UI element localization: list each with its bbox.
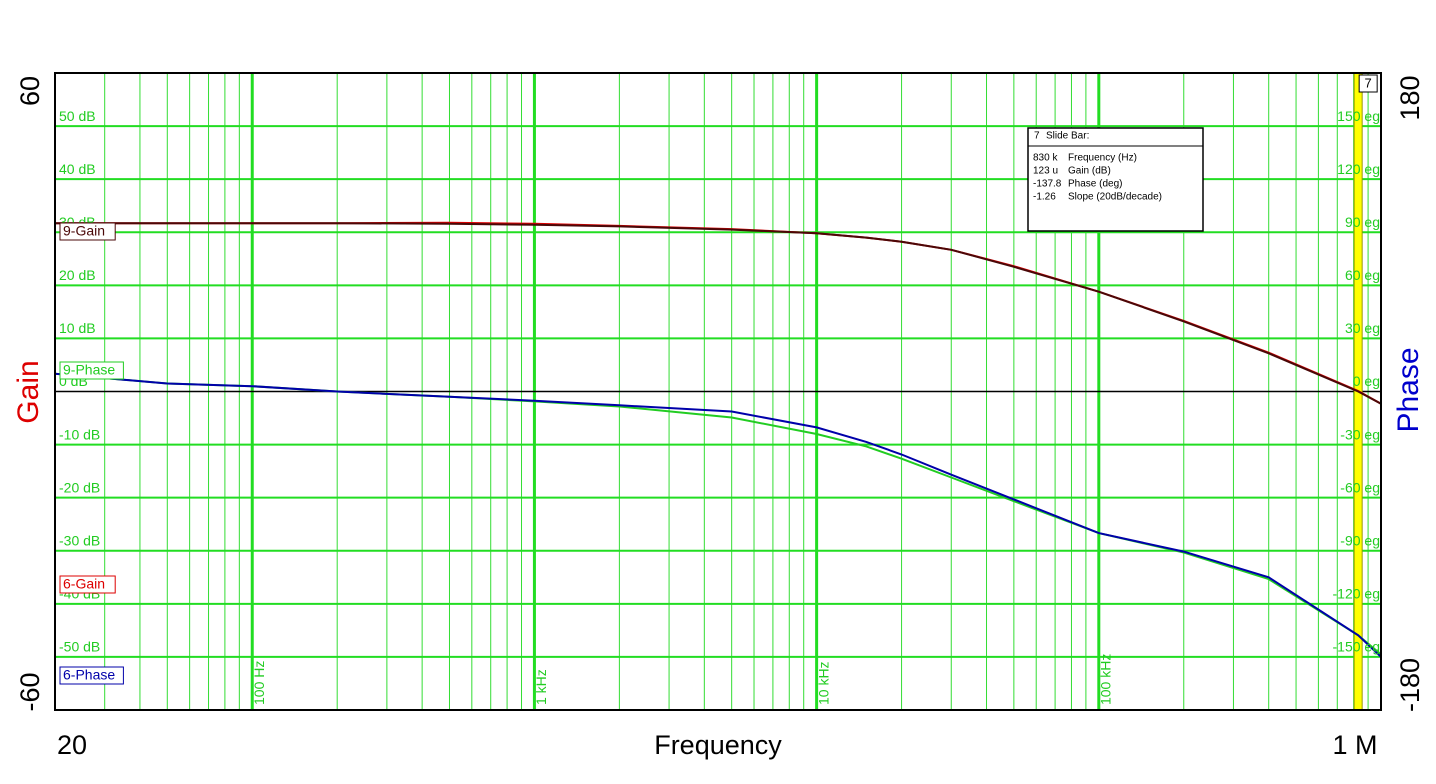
- readout-value: -137.8: [1033, 179, 1062, 190]
- y-tick-label: -50 dB: [59, 639, 100, 655]
- y2-tick-label: 150 eg: [1337, 108, 1380, 124]
- y2-tick-label: 90 eg: [1345, 214, 1380, 230]
- y2-axis-title: Phase: [1392, 347, 1425, 432]
- y2-tick-label: -180: [1395, 658, 1425, 712]
- legend-box: [59, 222, 116, 241]
- y-tick-label: -10 dB: [59, 426, 100, 442]
- grid: [55, 73, 1381, 710]
- series-line: [54, 372, 1382, 658]
- readout-name: Gain (dB): [1068, 166, 1111, 177]
- curves: [54, 72, 1382, 711]
- legend-label: 6-Phase: [63, 667, 115, 683]
- readout-title: Slide Bar:: [1046, 131, 1089, 142]
- cursor-tag: [1358, 74, 1378, 93]
- y2-tick-label: -90 eg: [1340, 532, 1380, 548]
- readout-value: 123 u: [1033, 166, 1058, 177]
- x-tick-label: 100 kHz: [1098, 654, 1114, 705]
- x-tick-label: 1 kHz: [533, 669, 549, 705]
- y-tick-label: 10 dB: [59, 320, 96, 336]
- legend-box: [59, 361, 124, 380]
- y-tick-label: -20 dB: [59, 479, 100, 495]
- y-tick-label: 20 dB: [59, 267, 96, 283]
- y-tick-label: 60: [15, 76, 45, 106]
- y-tick-label: -60: [15, 672, 45, 711]
- legend-label: 9-Phase: [63, 362, 115, 378]
- readout-value: -1.26: [1033, 192, 1056, 203]
- series-line: [55, 222, 1382, 405]
- legend-box: [59, 575, 116, 594]
- readout-name: Slope (20dB/decade): [1068, 192, 1162, 203]
- x-tick-label: 20: [57, 730, 87, 760]
- x-tick-label: 1 M: [1332, 730, 1377, 760]
- x-tick-label: 10 kHz: [815, 661, 831, 705]
- y2-tick-label: -150 eg: [1333, 639, 1380, 655]
- y2-tick-label: 0 eg: [1353, 373, 1380, 389]
- plot-border: [54, 72, 1382, 711]
- y2-tick-label: 120 eg: [1337, 161, 1380, 177]
- x-axis-title: Frequency: [654, 730, 782, 760]
- readout-box: [1027, 127, 1204, 232]
- legend-label: 6-Gain: [63, 576, 105, 592]
- readout-value: 830 k: [1033, 153, 1058, 164]
- y2-tick-label: -60 eg: [1340, 479, 1380, 495]
- y-tick-label: 50 dB: [59, 108, 96, 124]
- readout-name: Phase (deg): [1068, 179, 1122, 190]
- cursor-label: 7: [1365, 75, 1372, 90]
- readout-name: Frequency (Hz): [1068, 153, 1137, 164]
- x-tick-label: 100 Hz: [251, 661, 267, 705]
- readout-id: 7: [1034, 131, 1040, 142]
- y2-tick-label: 30 eg: [1345, 320, 1380, 336]
- y2-tick-label: 180: [1395, 75, 1425, 120]
- legend-box: [59, 666, 124, 685]
- y2-tick-label: -120 eg: [1333, 586, 1380, 602]
- y-tick-label: -30 dB: [59, 532, 100, 548]
- y-tick-label: 40 dB: [59, 161, 96, 177]
- y2-tick-label: -30 eg: [1340, 426, 1380, 442]
- y2-tick-label: 60 eg: [1345, 267, 1380, 283]
- y-axis-title: Gain: [12, 360, 45, 423]
- legend-label: 9-Gain: [63, 223, 105, 239]
